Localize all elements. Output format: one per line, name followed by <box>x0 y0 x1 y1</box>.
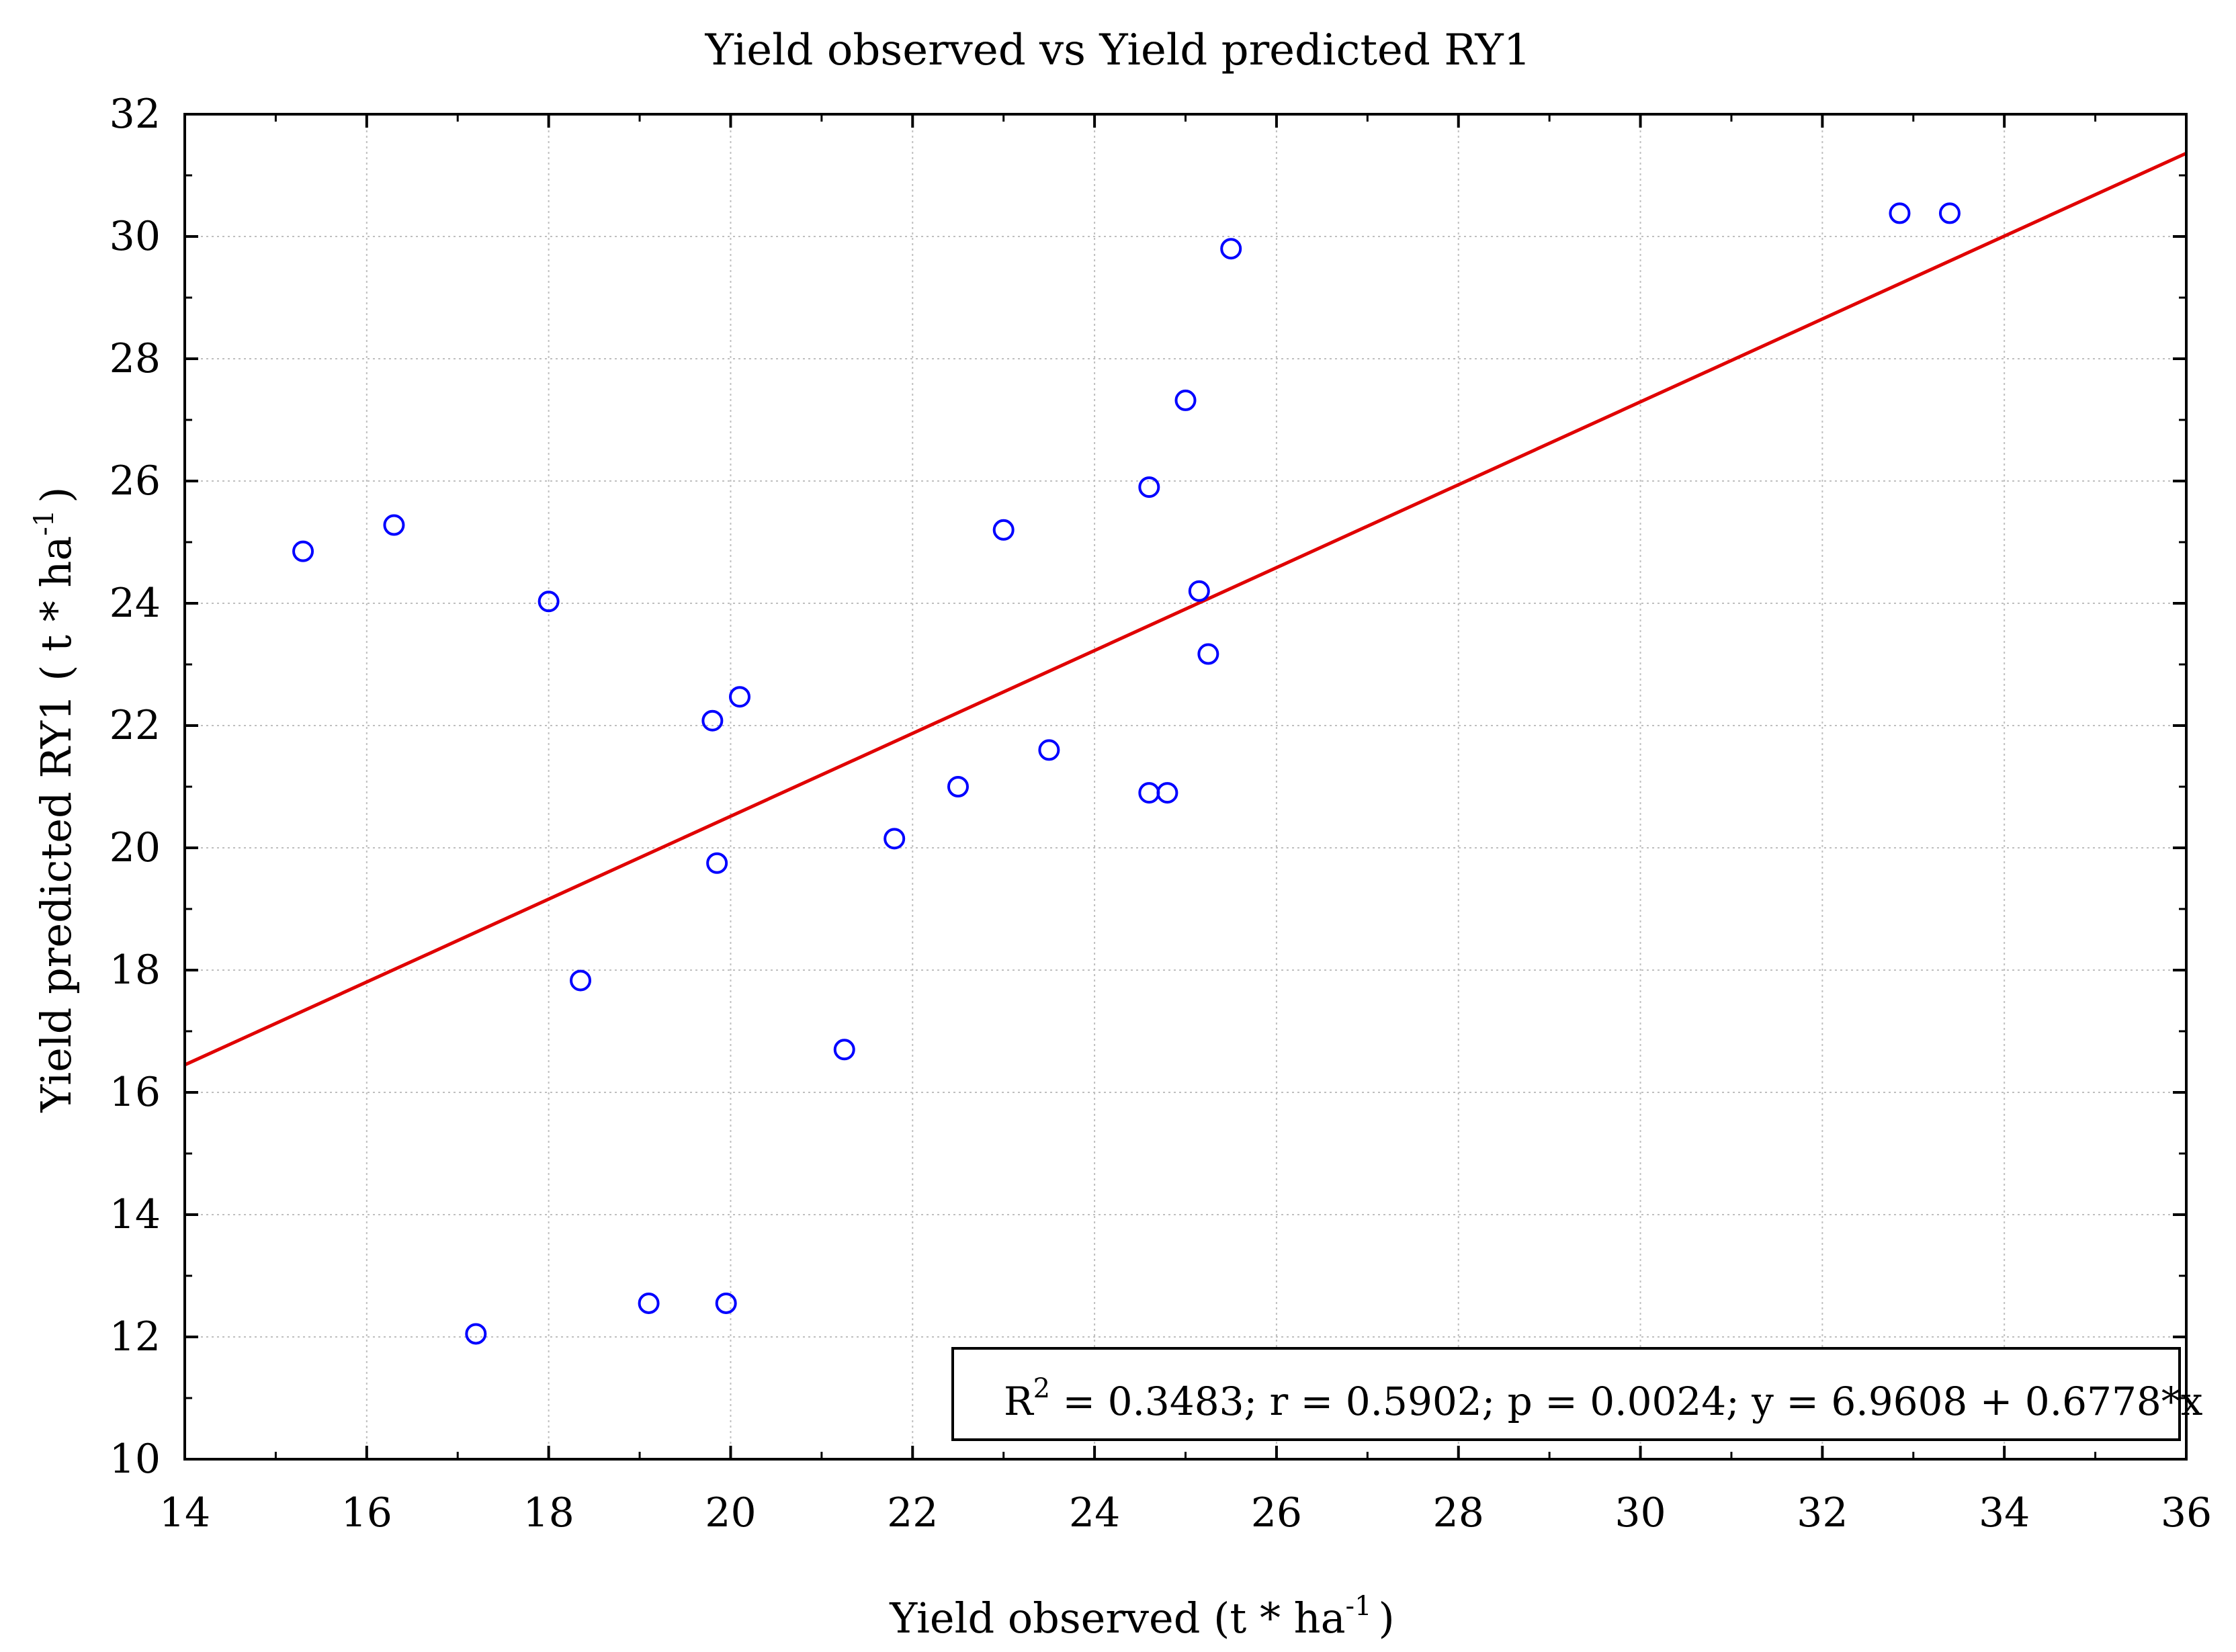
minor-tick-layer <box>185 114 2186 1459</box>
y-tick-label: 12 <box>110 1313 161 1360</box>
x-axis-label-sup: -1 <box>1346 1591 1372 1622</box>
grid-layer <box>185 114 2186 1459</box>
x-tick-label: 24 <box>1069 1489 1120 1536</box>
data-point <box>947 776 969 797</box>
y-tick-label: 10 <box>110 1436 161 1483</box>
y-axis-label: Yield predicted RY1 ( t * ha-1) <box>29 487 81 1113</box>
plot-frame <box>183 113 2188 1461</box>
x-axis-label-end: ) <box>1379 1594 1395 1643</box>
stats-text: R2 = 0.3483; r = 0.5902; p = 0.0024; y =… <box>1004 1373 2202 1424</box>
data-point <box>1156 782 1178 804</box>
data-point <box>638 1292 660 1314</box>
data-point <box>1188 580 1210 602</box>
y-tick-label: 22 <box>110 702 161 749</box>
x-tick-label: 18 <box>523 1489 574 1536</box>
data-points <box>292 202 1961 1345</box>
data-point <box>701 709 724 732</box>
x-tick-label: 28 <box>1433 1489 1484 1536</box>
x-tick-label: 26 <box>1251 1489 1302 1536</box>
x-tick-label: 34 <box>1979 1489 2030 1536</box>
data-point <box>1197 643 1219 665</box>
x-tick-label: 20 <box>705 1489 756 1536</box>
y-tick-label: 24 <box>110 580 161 627</box>
stats-box-frame <box>951 1347 2181 1441</box>
regression-stats-box: R2 = 0.3483; r = 0.5902; p = 0.0024; y =… <box>951 1347 2202 1441</box>
y-tick-label: 16 <box>110 1069 161 1116</box>
data-point <box>706 852 728 874</box>
y-tick-label: 28 <box>110 335 161 382</box>
data-point <box>728 686 750 708</box>
y-axis-label-end: ) <box>32 487 81 503</box>
data-point <box>538 591 560 613</box>
data-point <box>1038 739 1060 761</box>
data-point <box>292 540 314 562</box>
x-tick-label: 22 <box>887 1489 938 1536</box>
x-tick-label: 32 <box>1797 1489 1848 1536</box>
stats-values: = 0.3483; r = 0.5902; p = 0.0024; y = 6.… <box>1050 1379 2202 1424</box>
regression-layer <box>183 151 2188 1067</box>
x-axis-label: Yield observed (t * ha-1) <box>889 1591 1394 1643</box>
chart-title: Yield observed vs Yield predicted RY1 <box>705 26 1531 75</box>
regression-line <box>183 151 2188 1067</box>
stats-r2-label: R <box>1004 1379 1035 1424</box>
data-point <box>884 828 906 850</box>
data-point <box>992 519 1015 541</box>
stats-r2-sup: 2 <box>1033 1373 1050 1404</box>
data-point <box>1138 476 1160 498</box>
data-point <box>1889 202 1911 224</box>
y-tick-label: 20 <box>110 824 161 871</box>
data-point <box>570 969 592 992</box>
x-tick-label: 14 <box>159 1489 210 1536</box>
data-point <box>1138 782 1160 804</box>
data-point <box>1174 389 1197 411</box>
data-point <box>383 514 405 536</box>
data-point <box>1938 202 1961 224</box>
x-tick-label: 36 <box>2161 1489 2212 1536</box>
x-tick-label: 16 <box>341 1489 392 1536</box>
data-point <box>1220 238 1242 260</box>
y-axis-label-main: Yield predicted RY1 ( t * ha <box>32 536 81 1113</box>
tick-layer: 14 16 18 20 22 24 26 28 30 32 34 36 10 12 14 16 18 20 22 24… <box>110 91 2212 1536</box>
data-point <box>465 1323 487 1345</box>
y-tick-label: 26 <box>110 458 161 505</box>
y-axis-label-sup: -1 <box>29 510 60 536</box>
y-tick-label: 32 <box>110 91 161 138</box>
y-tick-label: 30 <box>110 213 161 260</box>
data-point <box>715 1292 737 1314</box>
data-point <box>833 1039 855 1061</box>
y-tick-label: 18 <box>110 947 161 994</box>
y-tick-label: 14 <box>110 1191 161 1238</box>
x-tick-label: 30 <box>1615 1489 1666 1536</box>
x-axis-label-main: Yield observed (t * ha <box>889 1594 1345 1643</box>
